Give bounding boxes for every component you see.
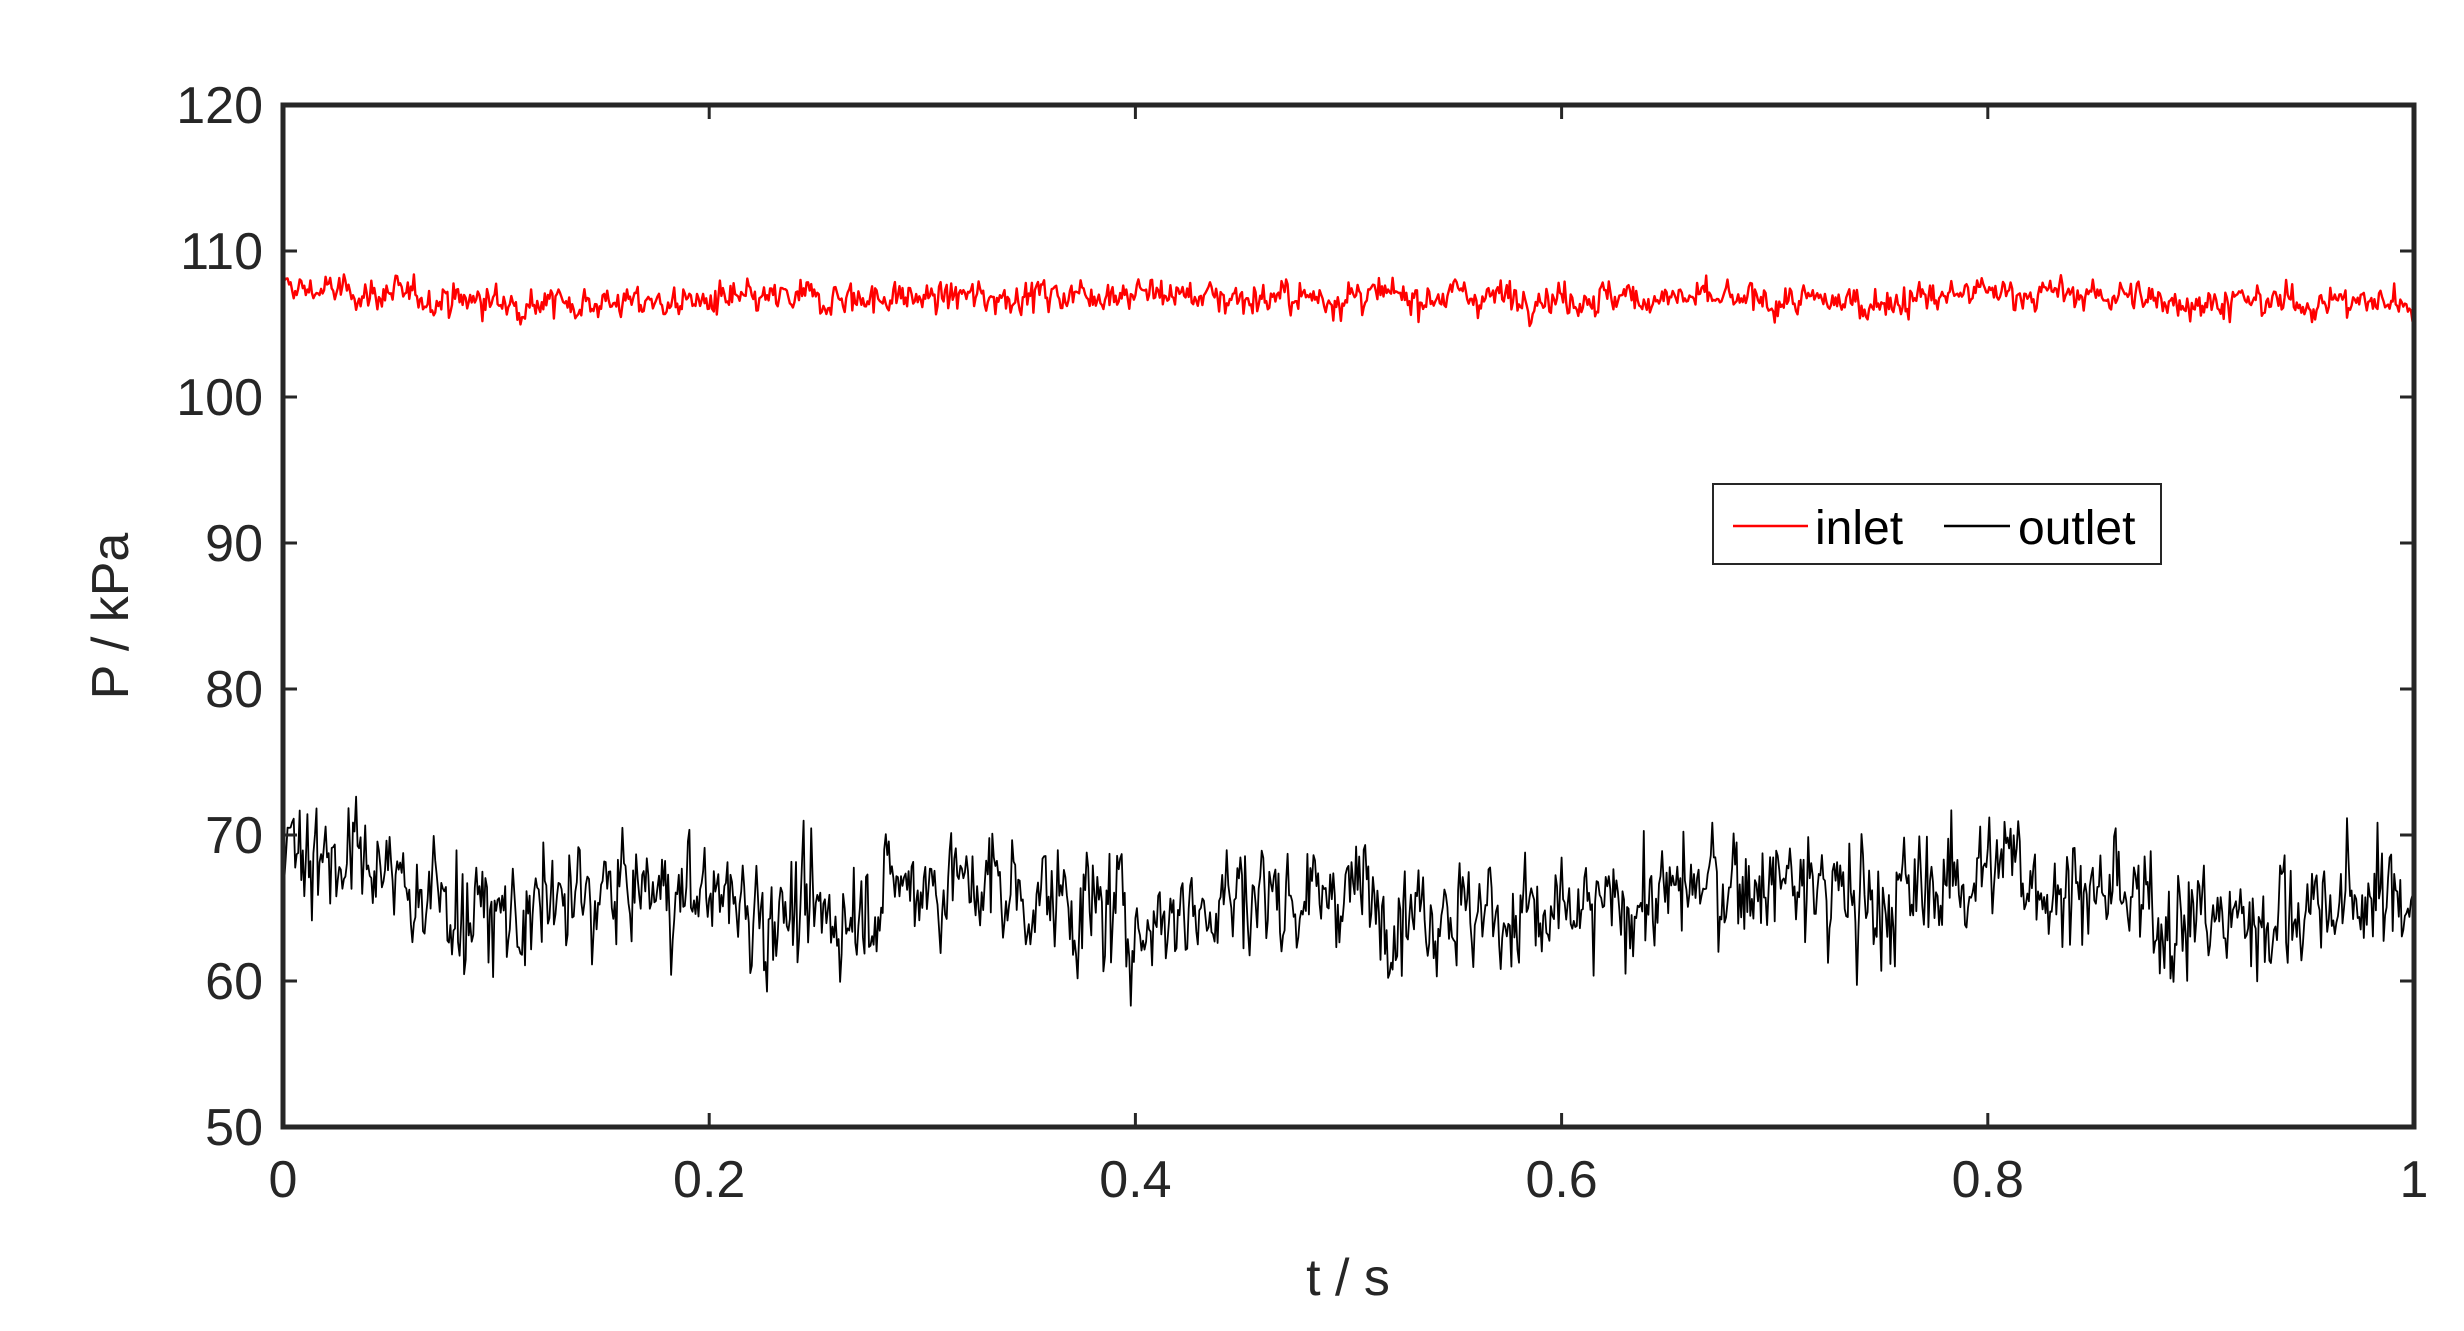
x-axis-label: t / s <box>1306 1249 1390 1307</box>
y-tick-label: 50 <box>205 1099 263 1157</box>
series-line-outlet <box>282 790 2415 1007</box>
axis-tick-labels: 0 0.2 0.4 0.6 0.8 1 50 60 70 80 90 100 110 120 <box>176 77 2428 1209</box>
legend-label-outlet: outlet <box>2018 502 2135 555</box>
x-tick-label: 0.4 <box>1099 1151 1171 1209</box>
x-tick-label: 0.6 <box>1525 1151 1597 1209</box>
x-tick-label: 0.2 <box>673 1151 745 1209</box>
y-tick-label: 60 <box>205 953 263 1011</box>
y-axis-label: P / kPa <box>82 533 140 700</box>
legend-box <box>1712 483 2162 565</box>
legend: inlet outlet <box>1712 483 2162 565</box>
series-line-inlet <box>282 273 2416 328</box>
y-tick-label: 100 <box>176 369 263 427</box>
legend-label-inlet: inlet <box>1815 502 1903 555</box>
x-tick-label: 0.8 <box>1952 1151 2024 1209</box>
y-tick-label: 90 <box>205 515 263 573</box>
y-tick-label: 110 <box>180 223 263 281</box>
x-tick-label: 1 <box>2400 1151 2429 1209</box>
axis-ticks <box>281 103 2416 1129</box>
y-tick-label: 80 <box>205 661 263 719</box>
plot-frame <box>280 102 2417 1130</box>
traces <box>282 273 2416 1007</box>
x-tick-label: 0 <box>269 1151 298 1209</box>
y-tick-label: 70 <box>205 807 263 865</box>
y-tick-label: 120 <box>176 77 263 135</box>
